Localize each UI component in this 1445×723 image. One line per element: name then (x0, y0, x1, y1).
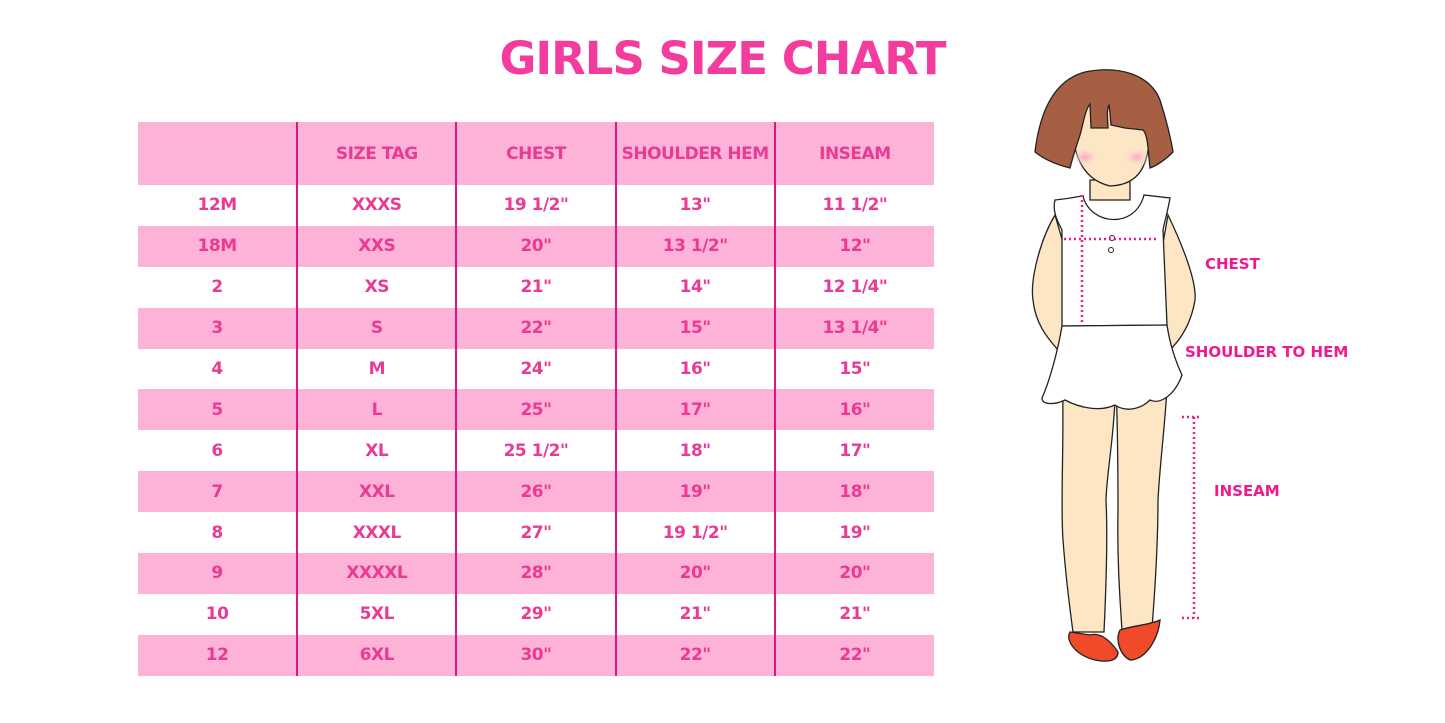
table-cell: 4 (211, 359, 223, 379)
table-cell: 6XL (296, 634, 457, 676)
table-cell: 5 (138, 389, 298, 431)
table-cell: 12 (138, 634, 298, 676)
table-cell: 19" (773, 512, 934, 554)
table-cell: XL (296, 430, 457, 472)
table-cell: 14" (614, 266, 775, 308)
size-chart-table: SIZE TAG CHEST SHOULDER HEM INSEAM 12M XXXS 1… (138, 122, 934, 676)
table-cell: 12 1/4" (773, 266, 934, 308)
table-row: 10 5XL 29" 21" 21" (138, 593, 934, 635)
table-row: 12 6XL 30" 22" 22" (138, 634, 934, 676)
table-header: SIZE TAG CHEST SHOULDER HEM INSEAM (138, 122, 934, 185)
table-row: 18M XXS 20" 13 1/2" 12" (138, 225, 934, 267)
column-header: SIZE TAG (296, 122, 457, 185)
table-cell: 20" (614, 553, 775, 594)
table-cell: 22" (455, 307, 616, 349)
table-cell: 19 1/2" (455, 185, 616, 226)
table-cell: 27" (455, 512, 616, 554)
inseam-label: INSEAM (1214, 482, 1280, 500)
table-cell: 16" (614, 348, 775, 390)
table-cell: 5XL (296, 593, 457, 635)
column-header: INSEAM (773, 122, 934, 185)
table-cell: 12" (773, 225, 934, 267)
table-cell: 20" (773, 553, 934, 594)
table-cell: 17" (614, 389, 775, 431)
table-cell: 19 1/2" (614, 512, 775, 554)
table-cell: 18M (138, 225, 298, 267)
table-cell: 19" (614, 471, 775, 513)
table-cell: 12M (197, 195, 238, 216)
table-cell: 13" (614, 185, 775, 226)
table-cell: 25" (455, 389, 616, 431)
table-cell: 15" (773, 348, 934, 390)
hair (1034, 69, 1174, 169)
table-row: 9 XXXXL 28" 20" 20" (138, 553, 934, 594)
table-row: 2 XS 21" 14" 12 1/4" (138, 266, 934, 308)
table-cell: 26" (455, 471, 616, 513)
table-cell: 13 1/2" (614, 225, 775, 267)
table-cell: 2 (211, 277, 223, 298)
legs (1061, 369, 1169, 633)
table-cell: L (296, 389, 457, 431)
table-cell: 22" (773, 634, 934, 676)
table-cell: XXXXL (296, 553, 457, 594)
table-cell: 21" (455, 266, 616, 308)
table-cell: M (296, 348, 457, 390)
table-cell: 6 (211, 440, 223, 461)
column-header: SHOULDER HEM (614, 122, 775, 185)
table-row: 8 XXXL 27" 19 1/2" 19" (138, 512, 934, 554)
table-cell: 25 1/2" (455, 430, 616, 472)
table-cell: XXS (296, 225, 457, 267)
table-cell: 24" (455, 348, 616, 390)
table-cell: 30" (455, 634, 616, 676)
table-row: 6 XL 25 1/2" 18" 17" (138, 430, 934, 472)
chest-label: CHEST (1205, 255, 1260, 273)
table-cell: 18" (773, 471, 934, 513)
table-cell: S (296, 307, 457, 349)
table-cell: 20" (455, 225, 616, 267)
table-cell: 21" (614, 593, 775, 635)
table-cell: 22" (614, 634, 775, 676)
table-cell: XXL (296, 471, 457, 513)
column-header: CHEST (455, 122, 616, 185)
table-cell: 9 (138, 553, 298, 594)
table-cell: 15" (614, 307, 775, 349)
shoulder-to-hem-label: SHOULDER TO HEM (1185, 343, 1349, 361)
column-header (138, 122, 298, 185)
page-title: GIRLS SIZE CHART (499, 32, 946, 85)
table-row: 4 M 24" 16" 15" (138, 348, 934, 390)
table-cell: 28" (455, 553, 616, 594)
table-cell: XXXS (296, 185, 457, 226)
table-cell: 3 (138, 307, 298, 349)
table-cell: 18" (614, 430, 775, 472)
table-cell: 21" (773, 593, 934, 635)
table-cell: 13 1/4" (773, 307, 934, 349)
table-row: 7 XXL 26" 19" 18" (138, 471, 934, 513)
table-cell: 8 (211, 522, 223, 543)
table-cell: 17" (773, 430, 934, 472)
table-cell: 7 (138, 471, 298, 513)
table-cell: 16" (773, 389, 934, 431)
table-cell: 11 1/2" (773, 185, 934, 226)
table-cell: 29" (455, 593, 616, 635)
table-cell: 10 (205, 604, 229, 625)
table-row: 3 S 22" 15" 13 1/4" (138, 307, 934, 349)
table-cell: XXXL (296, 512, 457, 554)
table-row: 5 L 25" 17" 16" (138, 389, 934, 431)
table-cell: XS (296, 266, 457, 308)
table-row: 12M XXXS 19 1/2" 13" 11 1/2" (138, 185, 934, 226)
